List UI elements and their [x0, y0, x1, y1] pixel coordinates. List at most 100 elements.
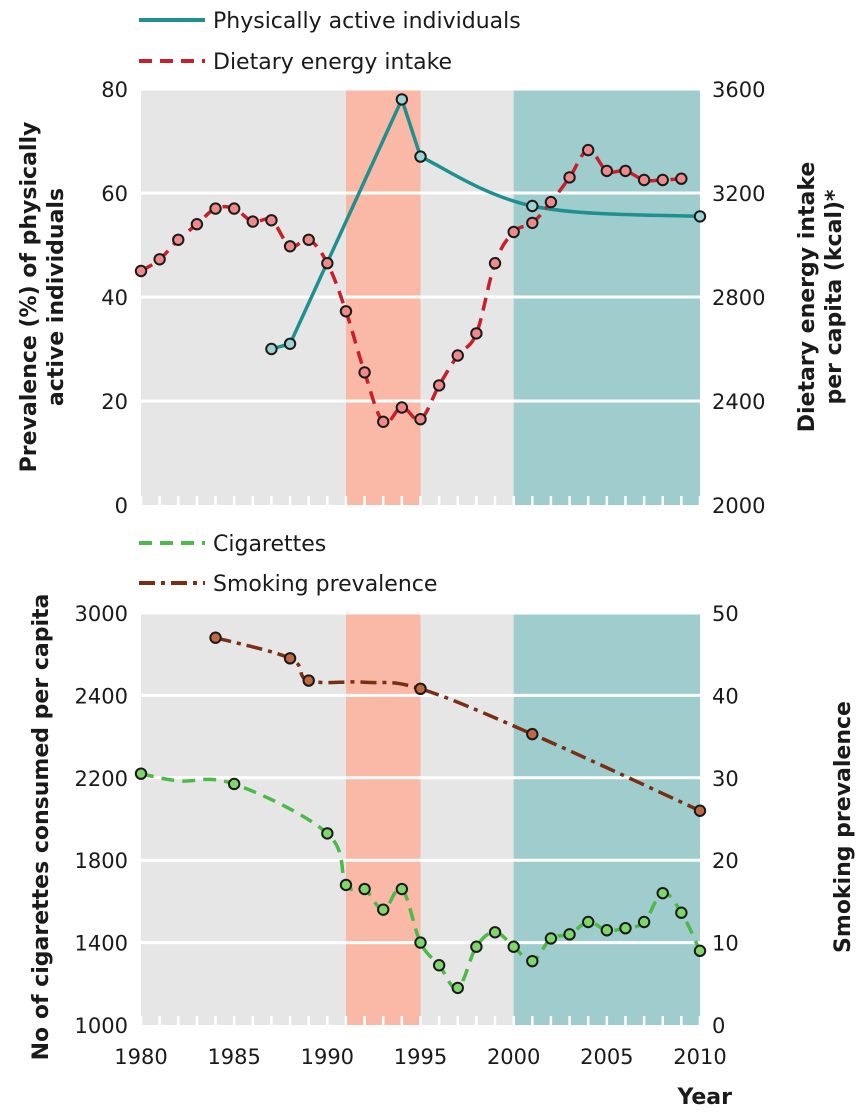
y-tick-label-right: 30: [712, 767, 739, 791]
data-point: [321, 257, 334, 270]
data-point: [526, 199, 539, 213]
data-point: [600, 164, 614, 178]
data-point: [488, 926, 502, 939]
y-tick-label-left: 2200: [75, 767, 128, 791]
data-point: [321, 827, 334, 840]
data-point: [153, 253, 166, 266]
y-axis-title-left-line: active individuals: [44, 188, 69, 406]
data-point: [451, 981, 464, 995]
data-point: [134, 767, 148, 780]
x-tick-label: 2005: [580, 1045, 633, 1069]
y-tick-label-right: 2000: [712, 494, 765, 518]
y-tick-label-left: 60: [101, 182, 128, 206]
data-point: [190, 218, 204, 231]
x-tick-label: 1980: [114, 1045, 167, 1069]
data-point: [526, 727, 539, 741]
data-point: [377, 415, 390, 428]
legend-label: Cigarettes: [213, 532, 326, 557]
data-point: [544, 932, 558, 945]
data-point: [358, 366, 371, 379]
data-point: [600, 924, 614, 937]
data-point: [507, 225, 520, 239]
data-point: [395, 882, 409, 896]
y-axis-title-right: Smoking prevalence: [831, 701, 856, 953]
data-point: [395, 93, 409, 106]
y-tick-label-left: 3000: [75, 602, 128, 626]
data-point: [563, 928, 576, 941]
data-point: [693, 210, 707, 223]
y-tick-label-right: 2400: [712, 390, 765, 414]
x-axis-title: Year: [676, 1085, 732, 1110]
x-tick-label: 1985: [207, 1045, 260, 1069]
data-point: [265, 214, 278, 227]
y-tick-label-left: 1800: [75, 849, 128, 873]
y-tick-label-right: 10: [712, 932, 739, 956]
data-point: [619, 921, 632, 935]
x-tick-label: 1990: [301, 1045, 354, 1069]
data-point: [451, 349, 464, 362]
data-point: [283, 240, 297, 253]
x-tick-label: 2010: [673, 1045, 726, 1069]
data-point: [302, 674, 315, 687]
data-point: [582, 143, 595, 157]
data-point: [172, 233, 185, 247]
data-point: [432, 959, 446, 972]
top-panel: 0 20 40 60 80 2000 2400 2800 3200 3600 Prevalence …: [17, 9, 847, 518]
y-axis-title-right-line: per capita (kcal)*: [822, 189, 847, 405]
data-point: [134, 264, 148, 278]
data-point: [283, 337, 297, 350]
data-point: [470, 327, 483, 340]
data-point: [339, 878, 353, 892]
data-point: [246, 215, 260, 228]
legend-label: Dietary energy intake: [213, 50, 452, 75]
data-point: [227, 777, 241, 791]
x-tick-label: 1995: [394, 1045, 447, 1069]
data-point: [619, 164, 632, 178]
data-point: [526, 216, 539, 230]
data-point: [675, 906, 688, 919]
legend-label: Physically active individuals: [213, 9, 521, 34]
data-point: [432, 379, 446, 392]
y-tick-label-left: 20: [101, 390, 128, 414]
data-point: [693, 804, 707, 817]
y-tick-label-right: 2800: [712, 286, 765, 310]
y-axis-title-right-line: Dietary energy intake: [795, 162, 820, 433]
y-axis-title-right-line: Smoking prevalence: [831, 701, 856, 953]
y-tick-label-right: 0: [712, 1014, 725, 1038]
y-tick-label-right: 40: [712, 684, 739, 708]
data-point: [358, 882, 371, 896]
data-point: [693, 944, 707, 958]
data-point: [656, 173, 669, 187]
data-point: [656, 886, 669, 900]
y-tick-label-left: 1400: [75, 932, 128, 956]
data-point: [470, 940, 483, 953]
y-tick-label-left: 1000: [75, 1014, 128, 1038]
y-axis-title-right: Dietary energy intakeper capita (kcal)*: [795, 162, 847, 433]
data-point: [582, 915, 595, 929]
y-tick-label-left: 0: [115, 494, 128, 518]
y-axis-title-left-line: No of cigarettes consumed per capita: [29, 594, 54, 1061]
data-point: [209, 631, 222, 644]
data-point: [265, 342, 278, 356]
y-tick-label-right: 50: [712, 602, 739, 626]
shaded-period-0: [345, 613, 421, 1025]
data-point: [414, 682, 427, 696]
data-point: [414, 150, 427, 163]
data-point: [675, 172, 688, 185]
data-point: [302, 233, 315, 247]
data-point: [507, 940, 520, 953]
data-point: [526, 954, 539, 968]
data-point: [544, 195, 558, 209]
data-point: [414, 413, 427, 426]
y-axis-title-left: Prevalence (%) of physicallyactive indiv…: [17, 122, 69, 473]
data-point: [637, 173, 651, 187]
data-point: [637, 915, 651, 929]
data-point: [339, 305, 353, 318]
data-point: [377, 903, 390, 916]
y-axis-title-left-line: Prevalence (%) of physically: [17, 122, 42, 473]
y-tick-label-right: 3200: [712, 182, 765, 206]
shaded-period-1: [513, 613, 700, 1025]
y-tick-label-left: 40: [101, 286, 128, 310]
x-tick-label: 2000: [487, 1045, 540, 1069]
